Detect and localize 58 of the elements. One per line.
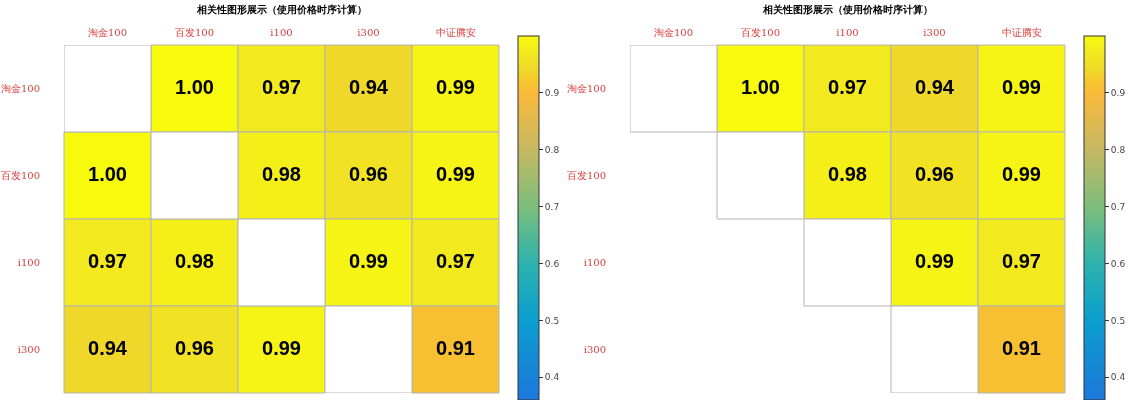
x-tick-label: 百发100 [740,27,781,38]
data-label: 0.97 [1002,249,1041,272]
data-label: 0.96 [175,336,214,359]
x-tick-label: i300 [923,27,946,38]
color-bar-label: 0.7 [1110,201,1126,212]
x-tick-label: i100 [836,27,859,38]
y-tick-label: i100 [583,257,606,268]
color-bar-label: 0.9 [544,88,560,99]
color-bar-label: 0.8 [544,144,560,155]
color-bar-label: 0.6 [1110,258,1126,269]
y-tick-label: i300 [17,344,40,355]
y-tick-label: i100 [17,257,40,268]
x-tick-label: i100 [270,27,293,38]
data-label: 0.91 [1002,336,1041,359]
data-label: 0.99 [349,249,388,272]
data-label: 0.96 [349,162,388,185]
color-bar-label: 0.5 [544,315,560,326]
x-tick-label: 淘金100 [87,27,128,38]
data-label: 0.99 [1002,75,1041,98]
y-tick-label: i300 [583,344,606,355]
x-tick-label: 淘金100 [653,27,694,38]
data-label: 0.94 [88,336,128,359]
data-label: 0.99 [436,75,475,98]
data-label: 0.99 [915,249,954,272]
y-tick-label: 百发100 [0,170,40,181]
y-tick-label: 百发100 [566,170,606,181]
data-label: 0.99 [1002,162,1041,185]
chart-title: 相关性图形展示（使用价格时序计算） [762,4,933,15]
data-label: 0.94 [349,75,389,98]
color-bar-label: 0.8 [1110,144,1126,155]
color-bar-label: 0.7 [544,201,560,212]
color-bar-label: 0.6 [544,258,560,269]
data-label: 0.97 [436,249,475,272]
color-bar-label: 0.5 [1110,315,1126,326]
data-label: 0.96 [915,162,954,185]
data-label: 0.99 [436,162,475,185]
data-label: 1.00 [175,75,214,98]
x-tick-label: 中证腾安 [435,27,476,38]
color-bar-label: 0.9 [1110,88,1126,99]
data-label: 0.98 [175,249,214,272]
data-label: 0.98 [828,162,867,185]
data-label: 0.97 [88,249,127,272]
data-label: 0.99 [262,336,301,359]
data-label: 1.00 [741,75,780,98]
data-label: 0.98 [262,162,301,185]
x-tick-label: 中证腾安 [1001,27,1042,38]
data-label: 0.91 [436,336,475,359]
data-label: 0.97 [262,75,301,98]
y-tick-label: 淘金100 [566,83,606,94]
data-label: 0.97 [828,75,867,98]
chart-title: 相关性图形展示（使用价格时序计算） [196,4,367,15]
x-tick-label: i300 [357,27,380,38]
color-bar-label: 0.4 [544,372,560,383]
x-tick-label: 百发100 [174,27,215,38]
data-label: 0.94 [915,75,955,98]
color-bar-label: 0.4 [1110,372,1126,383]
y-tick-label: 淘金100 [0,83,40,94]
data-label: 1.00 [88,162,127,185]
